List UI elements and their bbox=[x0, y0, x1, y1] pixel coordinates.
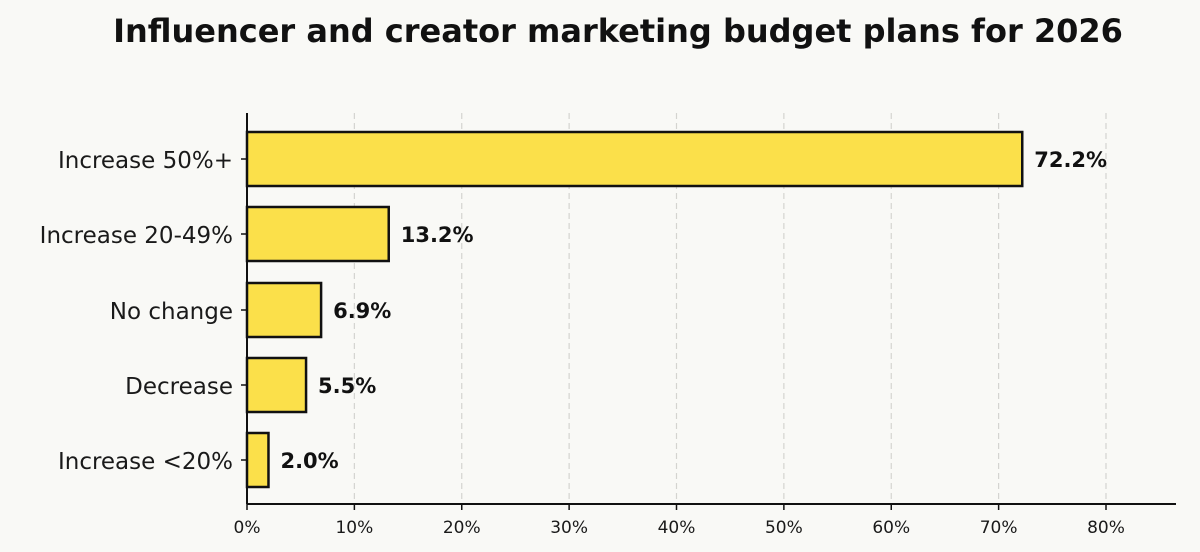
bar bbox=[245, 431, 270, 489]
data-label: 72.2% bbox=[1034, 148, 1107, 172]
category-label: Increase 50%+ bbox=[58, 148, 233, 174]
data-label: 5.5% bbox=[318, 374, 376, 398]
x-tick-label: 70% bbox=[980, 518, 1018, 538]
category-label: No change bbox=[110, 299, 233, 325]
x-tick-label: 60% bbox=[872, 518, 910, 538]
category-label: Increase 20-49% bbox=[40, 223, 233, 249]
bar bbox=[245, 205, 390, 263]
x-tick-label: 80% bbox=[1087, 518, 1125, 538]
x-tick-label: 20% bbox=[443, 518, 481, 538]
data-label: 2.0% bbox=[280, 449, 338, 473]
data-label: 6.9% bbox=[333, 299, 391, 323]
chart-title: Influencer and creator marketing budget … bbox=[113, 12, 1123, 50]
x-tick-label: 50% bbox=[765, 518, 803, 538]
bar bbox=[245, 356, 308, 414]
bar bbox=[245, 281, 323, 339]
x-tick-label: 0% bbox=[234, 518, 261, 538]
category-label: Increase <20% bbox=[58, 449, 233, 475]
x-tick-label: 30% bbox=[550, 518, 588, 538]
x-tick-label: 40% bbox=[658, 518, 696, 538]
data-label: 13.2% bbox=[401, 223, 474, 247]
bar bbox=[245, 130, 1024, 188]
axes: 0% 10% 20% 30% 40% 50% 60% 70% 80% Increase 50%+ I… bbox=[40, 113, 1176, 538]
x-tick-label: 10% bbox=[335, 518, 373, 538]
category-label: Decrease bbox=[125, 374, 233, 400]
